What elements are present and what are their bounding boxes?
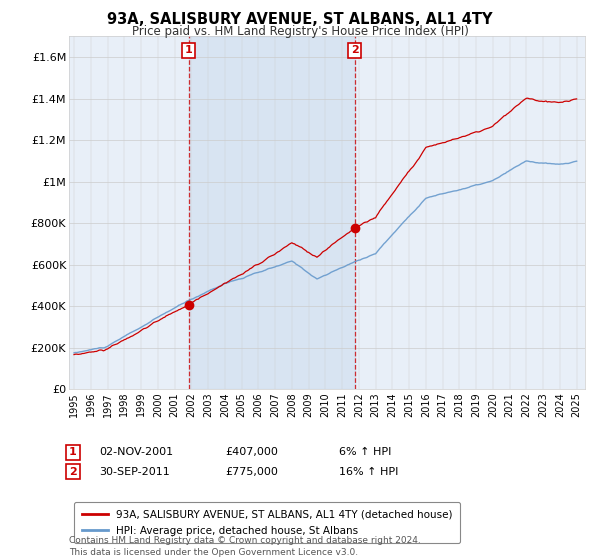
Text: £407,000: £407,000	[225, 447, 278, 458]
Text: 1: 1	[69, 447, 77, 458]
Text: £775,000: £775,000	[225, 466, 278, 477]
Text: 16% ↑ HPI: 16% ↑ HPI	[339, 466, 398, 477]
Text: 1: 1	[185, 45, 193, 55]
Legend: 93A, SALISBURY AVENUE, ST ALBANS, AL1 4TY (detached house), HPI: Average price, : 93A, SALISBURY AVENUE, ST ALBANS, AL1 4T…	[74, 502, 460, 543]
Text: Price paid vs. HM Land Registry's House Price Index (HPI): Price paid vs. HM Land Registry's House …	[131, 25, 469, 38]
Text: 2: 2	[69, 466, 77, 477]
Text: 2: 2	[351, 45, 359, 55]
Text: 6% ↑ HPI: 6% ↑ HPI	[339, 447, 391, 458]
Text: Contains HM Land Registry data © Crown copyright and database right 2024.
This d: Contains HM Land Registry data © Crown c…	[69, 536, 421, 557]
Text: 02-NOV-2001: 02-NOV-2001	[99, 447, 173, 458]
Text: 30-SEP-2011: 30-SEP-2011	[99, 466, 170, 477]
Bar	[188, 36, 355, 389]
Text: 93A, SALISBURY AVENUE, ST ALBANS, AL1 4TY: 93A, SALISBURY AVENUE, ST ALBANS, AL1 4T…	[107, 12, 493, 27]
